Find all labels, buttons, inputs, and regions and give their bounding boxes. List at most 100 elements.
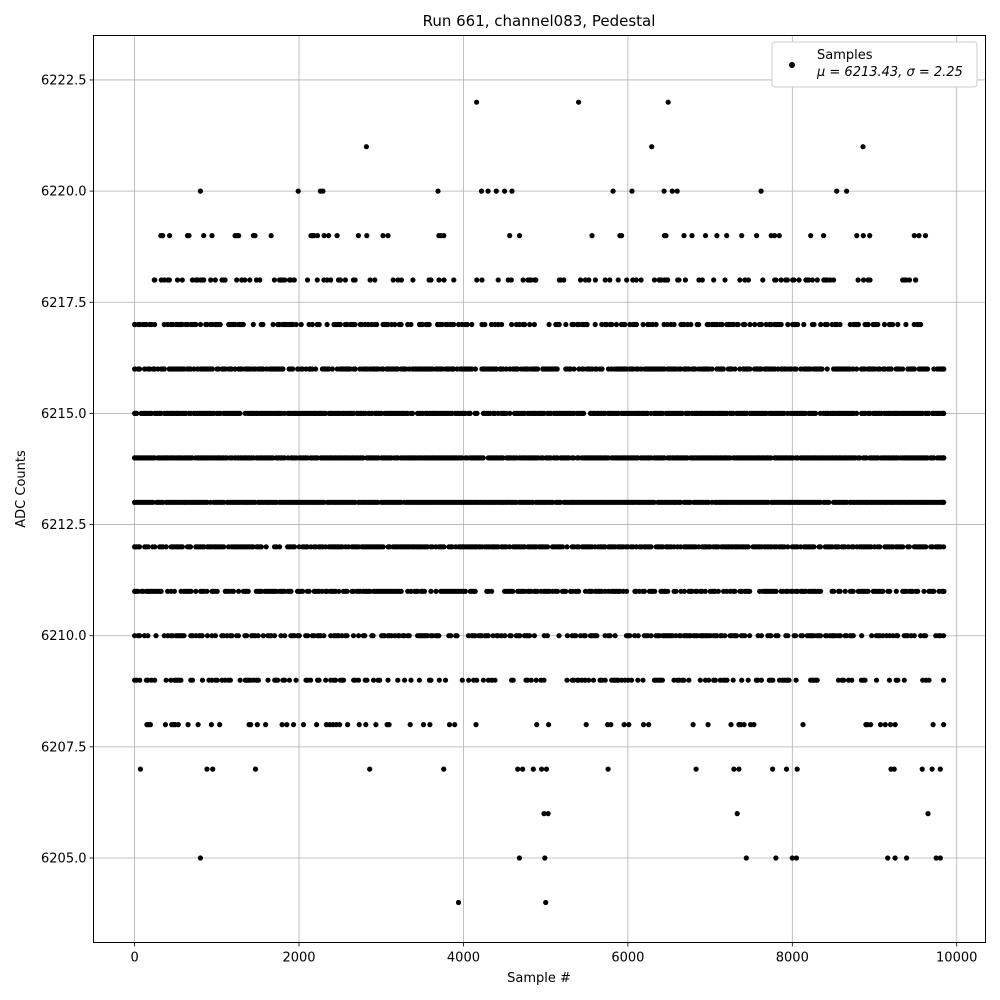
data-point [674,188,680,194]
data-point [188,588,194,594]
data-point [508,277,514,283]
data-point [770,766,776,772]
data-point [887,588,893,594]
data-point [209,677,215,683]
data-point [906,277,913,283]
data-point [204,588,210,594]
data-point [363,722,369,728]
data-point [732,588,738,594]
data-point [408,321,414,328]
data-point [671,321,677,328]
data-point [571,455,577,461]
data-point [242,277,248,283]
data-point [793,366,799,372]
data-point [530,766,536,772]
y-tick-label: 6212.5 [41,518,87,533]
data-point [798,544,804,550]
data-point [419,321,425,328]
data-point [469,321,475,328]
data-point [268,233,274,239]
data-point [373,722,379,728]
data-point [869,633,875,639]
data-point [153,633,159,639]
data-point [350,633,357,639]
data-point [509,188,515,194]
data-point [752,321,758,328]
data-point [544,633,551,639]
data-point [841,677,847,683]
data-point [385,321,391,328]
data-point [531,633,538,639]
data-point [507,410,513,416]
data-point [217,722,223,728]
data-point [300,588,306,594]
data-point [633,277,639,283]
data-point [478,188,485,194]
data-point [237,410,243,416]
data-point [799,633,806,639]
data-point [201,233,207,239]
data-point [398,588,404,594]
data-point [635,677,641,683]
data-point [599,366,605,372]
data-point [451,366,457,372]
data-point [435,188,441,194]
data-point [441,277,447,283]
data-point [516,855,523,861]
data-point [451,277,457,283]
data-point [919,766,925,772]
data-point [778,277,784,283]
data-point [474,99,480,105]
data-point [632,633,638,639]
data-point [571,321,577,328]
data-point [581,410,587,416]
data-point [510,677,516,683]
data-point [641,588,648,594]
data-point [293,321,299,328]
data-point [171,588,177,594]
data-point [785,321,791,328]
data-point [850,588,856,594]
data-point [785,544,791,550]
data-point [328,277,334,283]
data-point [576,544,582,550]
data-point [197,321,204,328]
data-point [900,366,906,372]
data-point [926,410,932,416]
data-point [161,366,167,372]
data-point [304,277,311,283]
data-point [360,455,366,461]
data-point [607,633,613,639]
data-point [916,233,922,239]
data-point [557,499,564,505]
data-point [817,544,824,550]
data-point [794,766,800,772]
data-point [724,588,730,594]
data-point [265,677,271,683]
y-tick-label: 6217.5 [41,296,87,311]
data-point [681,588,687,594]
data-point [427,722,433,728]
data-point [436,277,442,283]
data-point [515,366,521,372]
data-point [439,321,445,328]
data-point [543,766,550,772]
data-point [699,277,705,283]
data-point [214,677,220,683]
data-point [808,233,814,239]
data-point [860,144,866,150]
data-point [941,633,947,639]
data-point [296,633,302,639]
data-point [254,722,260,728]
data-point [586,677,592,683]
data-point [250,321,256,328]
data-point [291,277,297,283]
data-point [929,766,935,772]
data-point [367,277,373,283]
data-point [257,277,263,283]
data-point [428,277,434,283]
data-point [811,544,817,550]
data-point [705,722,711,728]
data-point [286,677,292,683]
data-point [714,233,720,239]
